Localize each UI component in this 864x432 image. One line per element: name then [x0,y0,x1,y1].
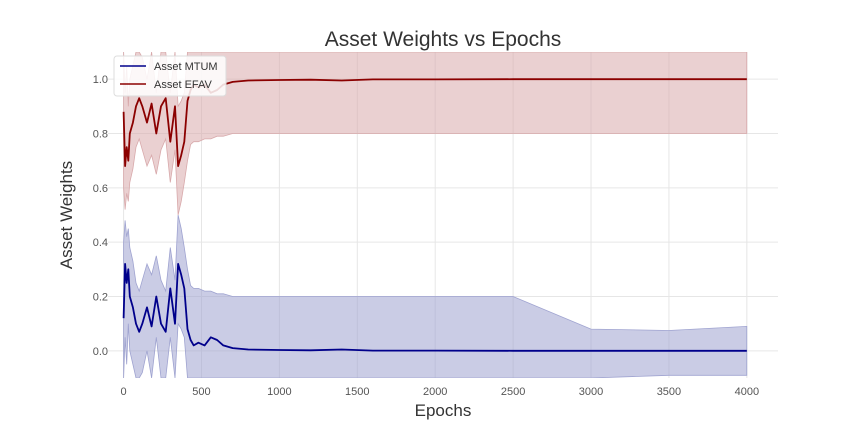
y-axis-label: Asset Weights [57,161,76,269]
band-efav [123,52,748,216]
x-axis-label: Epochs [415,401,472,420]
y-tick-label: 0.2 [93,292,108,304]
x-tick-label: 4000 [735,386,759,398]
x-tick-label: 1500 [345,386,369,398]
legend-label-efav: Asset EFAV [154,79,213,91]
tick-labels: 0.0 0.2 0.4 0.6 0.8 1.0 0 500 1000 1500 2000 2500 30… [93,74,759,398]
y-tick-label: 1.0 [93,74,108,86]
y-tick-label: 0.0 [93,346,108,358]
x-tick-label: 500 [192,386,210,398]
x-tick-label: 1000 [267,386,291,398]
legend: Asset MTUM Asset EFAV [113,55,227,97]
y-tick-label: 0.6 [93,183,108,195]
confidence-bands [123,52,748,378]
band-mtum [123,214,748,378]
y-tick-label: 0.8 [93,129,108,141]
x-tick-label: 3500 [657,386,681,398]
line-mtum [122,262,747,352]
x-tick-label: 2000 [423,386,447,398]
chart-title: Asset Weights vs Epochs [325,28,562,51]
x-tick-label: 3000 [579,386,603,398]
legend-label-mtum: Asset MTUM [154,61,218,73]
y-tick-label: 0.4 [93,237,108,249]
series-lines [122,78,747,352]
x-tick-label: 2500 [501,386,525,398]
x-tick-label: 0 [121,386,127,398]
line-efav [122,78,747,168]
